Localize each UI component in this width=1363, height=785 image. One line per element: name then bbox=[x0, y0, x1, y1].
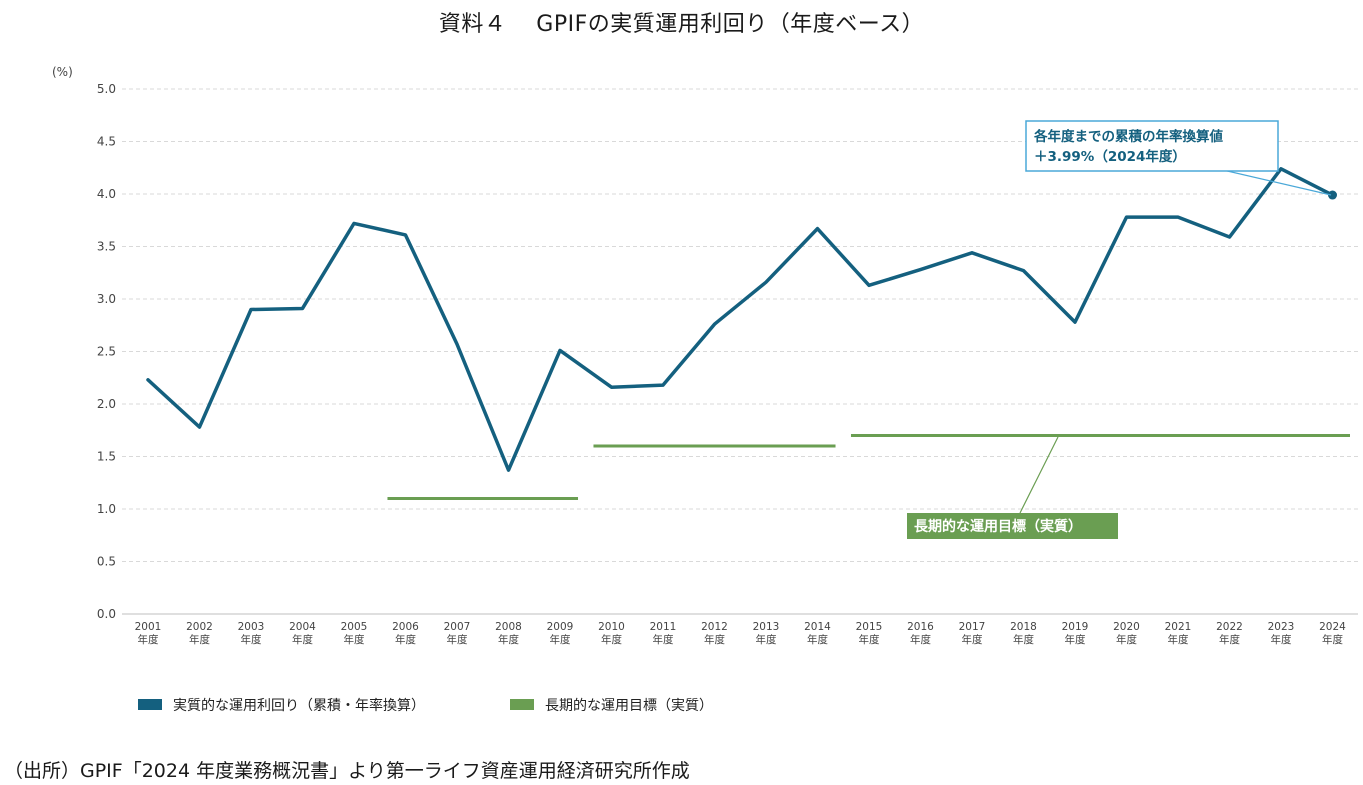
target-label-text: 長期的な運用目標（実質） bbox=[914, 518, 1082, 535]
target-label-leader bbox=[1019, 436, 1059, 514]
x-tick-label: 2001 年度 bbox=[135, 621, 162, 646]
y-tick-label: 3.5 bbox=[97, 240, 116, 254]
y-tick-label: 0.5 bbox=[97, 555, 116, 569]
x-axis-ticks: 2001 年度 2002 年度 2003 年度 2004 年度 2005 年度 2006 年度 2007… bbox=[135, 621, 1347, 646]
y-tick-label: 2.0 bbox=[97, 397, 116, 411]
y-tick-label: 1.0 bbox=[97, 502, 116, 516]
x-tick-label: 2005 年度 bbox=[341, 621, 368, 646]
series-lines bbox=[146, 167, 1337, 472]
y-tick-label: 1.5 bbox=[97, 450, 116, 464]
x-tick-label: 2020 年度 bbox=[1113, 621, 1140, 646]
y-tick-label: 2.5 bbox=[97, 345, 116, 359]
line-chart: 0.0 0.5 1.0 1.5 2.0 2.5 3.0 3.5 4.0 4.5 5.0 (%) 20… bbox=[52, 65, 1358, 714]
legend-swatch-target bbox=[510, 699, 534, 710]
y-axis-unit-label: (%) bbox=[52, 65, 73, 79]
x-tick-label: 2014 年度 bbox=[804, 621, 831, 646]
target-label-box bbox=[907, 513, 1118, 539]
x-tick-label: 2012 年度 bbox=[701, 621, 728, 646]
x-tick-label: 2017 年度 bbox=[959, 621, 986, 646]
x-tick-label: 2007 年度 bbox=[444, 621, 471, 646]
x-tick-label: 2011 年度 bbox=[650, 621, 677, 646]
x-tick-label: 2018 年度 bbox=[1010, 621, 1037, 646]
callout-box bbox=[1025, 120, 1279, 172]
x-tick-label: 2010 年度 bbox=[598, 621, 625, 646]
series-line bbox=[146, 167, 1335, 472]
legend-label-return: 実質的な運用利回り（累積・年率換算） bbox=[173, 697, 425, 714]
legend-label-target: 長期的な運用目標（実質） bbox=[545, 698, 713, 714]
y-axis-ticks: 0.0 0.5 1.0 1.5 2.0 2.5 3.0 3.5 4.0 4.5 5.0 bbox=[97, 82, 116, 621]
x-tick-label: 2003 年度 bbox=[238, 621, 265, 646]
x-tick-label: 2006 年度 bbox=[392, 621, 419, 646]
target-label-annotation: 長期的な運用目標（実質） bbox=[907, 436, 1118, 539]
x-tick-label: 2023 年度 bbox=[1268, 621, 1295, 646]
x-tick-label: 2004 年度 bbox=[289, 621, 316, 646]
legend-swatch-return bbox=[138, 699, 162, 710]
x-tick-label: 2015 年度 bbox=[856, 621, 883, 646]
x-tick-label: 2009 年度 bbox=[547, 621, 574, 646]
legend: 実質的な運用利回り（累積・年率換算） 長期的な運用目標（実質） bbox=[138, 697, 713, 714]
x-tick-label: 2021 年度 bbox=[1165, 621, 1192, 646]
x-tick-label: 2002 年度 bbox=[186, 621, 213, 646]
y-tick-label: 0.0 bbox=[97, 607, 116, 621]
y-tick-label: 4.5 bbox=[97, 135, 116, 149]
x-tick-label: 2016 年度 bbox=[907, 621, 934, 646]
target-segments bbox=[387, 434, 1350, 500]
x-tick-label: 2022 年度 bbox=[1216, 621, 1243, 646]
x-tick-label: 2019 年度 bbox=[1062, 621, 1089, 646]
chart-title: 資料４ GPIFの実質運用利回り（年度ベース） bbox=[438, 12, 925, 37]
y-tick-label: 5.0 bbox=[97, 82, 116, 96]
x-tick-label: 2008 年度 bbox=[495, 621, 522, 646]
y-tick-label: 4.0 bbox=[97, 187, 116, 201]
x-tick-label: 2024 年度 bbox=[1319, 621, 1346, 646]
source-note: （出所）GPIF「2024 年度業務概況書」より第一ライフ資産運用経済研究所作成 bbox=[4, 760, 690, 782]
callout-text-line2: ＋3.99%（2024年度） bbox=[1034, 148, 1186, 165]
grid-lines bbox=[122, 88, 1358, 615]
x-tick-label: 2013 年度 bbox=[753, 621, 780, 646]
last-point-marker bbox=[1328, 190, 1337, 200]
callout-cumulative: 各年度までの累積の年率換算値 ＋3.99%（2024年度） bbox=[1025, 120, 1332, 196]
y-tick-label: 3.0 bbox=[97, 292, 116, 306]
callout-text-line1: 各年度までの累積の年率換算値 bbox=[1033, 128, 1223, 145]
